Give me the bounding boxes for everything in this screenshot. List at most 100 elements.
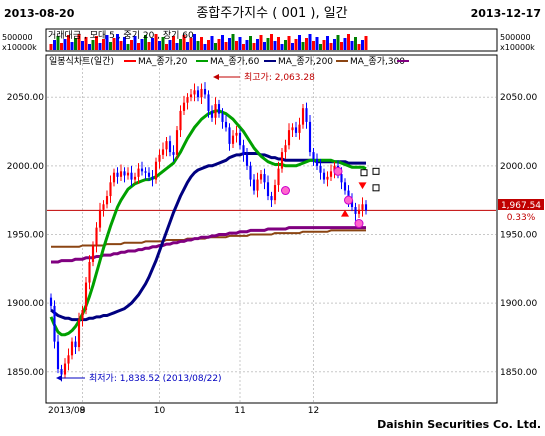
y-tick-label-right: 1850.00 xyxy=(500,368,537,378)
volume-bar xyxy=(182,35,186,50)
high-label: 최고가: 2,063.28 xyxy=(244,72,315,83)
x-tick-label: 10 xyxy=(154,406,166,416)
volume-bar xyxy=(151,38,154,50)
candle-body xyxy=(357,209,361,214)
y-tick-label-left: 2050.00 xyxy=(7,93,44,103)
volume-bar xyxy=(105,35,109,50)
candle-body xyxy=(84,282,88,311)
volume-bar xyxy=(168,40,172,50)
volume-bar xyxy=(63,39,67,50)
chart-title: 종합주가지수 ( 001 ), 일간 xyxy=(196,6,347,21)
volume-bar xyxy=(67,35,70,50)
volume-bar xyxy=(56,36,60,50)
candle-body xyxy=(301,108,305,125)
volume-bar xyxy=(336,35,340,50)
candle-body xyxy=(70,341,74,356)
volume-bar xyxy=(109,42,112,50)
candle-body xyxy=(203,88,207,95)
volume-bar xyxy=(364,36,368,50)
volume-bar xyxy=(161,37,165,50)
volume-bar xyxy=(70,42,74,50)
volume-bar xyxy=(298,35,301,50)
volume-bar xyxy=(273,41,277,50)
signal-square xyxy=(360,169,368,177)
end-date: 2013-12-17 xyxy=(471,7,541,20)
volume-bar xyxy=(252,43,256,50)
volume-bar xyxy=(200,37,203,50)
candle-body xyxy=(263,174,266,183)
volume-bar xyxy=(329,43,333,50)
candle-body xyxy=(350,200,354,208)
candle-body xyxy=(140,168,144,172)
candle-body xyxy=(273,185,277,201)
volume-bar xyxy=(245,40,249,50)
last-change-value: 0.33% xyxy=(507,213,536,223)
volume-bar xyxy=(294,39,298,50)
volume-bar xyxy=(203,44,207,50)
y-tick-label-right: 1900.00 xyxy=(500,299,537,309)
candle-body xyxy=(158,154,161,162)
volume-bar xyxy=(154,34,158,50)
candle-body xyxy=(214,104,217,118)
candle-body xyxy=(291,127,294,131)
candle-body xyxy=(165,141,168,150)
volume-bar xyxy=(98,43,102,50)
volume-bar xyxy=(88,44,91,50)
x-tick-label: 9 xyxy=(80,406,86,416)
x-tick-label: 2013/08 xyxy=(48,406,86,416)
volume-bar xyxy=(165,44,168,50)
volume-bar xyxy=(284,40,287,50)
candle-body xyxy=(266,182,270,197)
volume-bar xyxy=(193,34,196,50)
candle-body xyxy=(137,168,140,177)
candle-body xyxy=(161,149,165,155)
candle-body xyxy=(221,113,224,122)
volume-bar xyxy=(322,40,326,50)
candle-body xyxy=(249,165,252,180)
candle-body xyxy=(119,171,123,177)
volume-bar xyxy=(354,37,357,50)
candle-body xyxy=(63,363,67,375)
candle-body xyxy=(228,127,231,144)
candle-body xyxy=(179,110,182,131)
volume-bars xyxy=(49,34,368,50)
legend-ma60: MA_종가,60 xyxy=(210,56,260,67)
volume-bar xyxy=(49,44,53,50)
volume-bar xyxy=(333,39,336,50)
volume-bar xyxy=(301,42,305,50)
volume-tick-right-top: 500000 xyxy=(500,33,531,42)
candle-body xyxy=(172,152,175,155)
candle-body xyxy=(277,168,280,186)
candle-body xyxy=(242,145,245,155)
signal-square xyxy=(372,167,380,175)
volume-bar xyxy=(326,36,329,50)
candle-body xyxy=(53,305,56,342)
candle-body xyxy=(210,110,214,118)
volume-bar xyxy=(319,44,322,50)
candle-body xyxy=(280,152,284,169)
candle-body xyxy=(284,145,287,153)
signal-markers xyxy=(281,166,380,229)
x-tick-label: 12 xyxy=(308,406,319,416)
candle-body xyxy=(196,90,200,98)
last-price-value: 1,967.54 xyxy=(501,201,541,211)
candle-body xyxy=(287,130,291,146)
volume-bar xyxy=(259,35,263,50)
volume-tick-left-top: 500000 xyxy=(2,33,33,42)
candle-body xyxy=(245,154,249,166)
volume-bar xyxy=(214,43,217,50)
y-tick-label-left: 1950.00 xyxy=(7,230,44,240)
signal-circle xyxy=(354,219,364,229)
volume-legend: 거래대금 , 모대 5 , 중기 20 , 장기 60 xyxy=(48,30,194,41)
candle-body xyxy=(312,152,315,159)
volume-bar xyxy=(91,40,95,50)
candle-body xyxy=(105,196,109,205)
volume-bar xyxy=(77,34,81,50)
volume-bar xyxy=(238,37,242,50)
candle-body xyxy=(315,158,319,166)
candle-body xyxy=(322,172,326,180)
candle-body xyxy=(231,135,235,144)
volume-bar xyxy=(270,34,273,50)
candle-body xyxy=(168,141,172,153)
